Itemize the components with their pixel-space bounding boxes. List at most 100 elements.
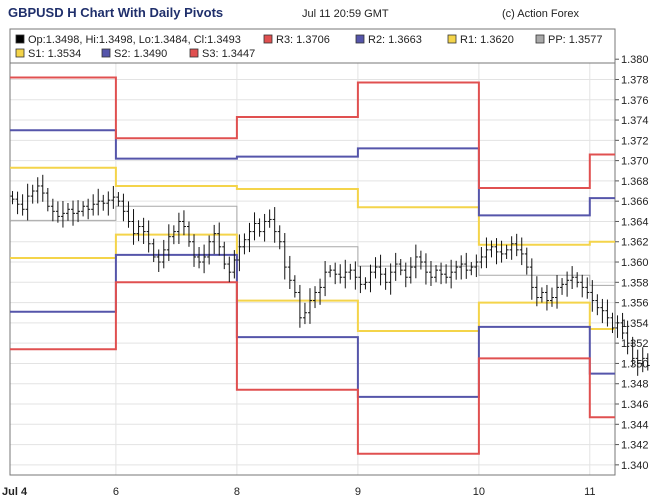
price-bar	[600, 298, 605, 324]
price-bar	[121, 193, 126, 222]
legend-swatch	[447, 34, 457, 44]
price-bar	[444, 264, 449, 284]
price-bar	[247, 222, 252, 253]
price-bar	[323, 261, 328, 297]
price-bar	[282, 233, 287, 280]
price-bar	[489, 240, 494, 258]
price-bar	[186, 221, 191, 247]
price-bar	[257, 218, 262, 237]
legend-swatch	[189, 48, 199, 58]
price-bar	[408, 257, 413, 284]
pivot-line-s1	[10, 233, 615, 332]
price-bar	[353, 261, 358, 290]
price-bar	[171, 225, 176, 245]
price-bar	[30, 184, 35, 204]
price-bar	[469, 262, 474, 276]
legend-label: S2: 1.3490	[114, 48, 167, 60]
price-bar	[217, 222, 222, 256]
price-bar	[428, 261, 433, 286]
price-bar	[403, 262, 408, 288]
y-tick-label: 1.346	[621, 399, 649, 411]
price-bar	[126, 201, 131, 228]
price-bar	[202, 244, 207, 274]
pivot-line-r1	[10, 166, 615, 246]
x-tick-label: 10	[473, 486, 485, 498]
legend-item-s3: S3: 1.3447	[189, 48, 255, 60]
price-bar	[363, 277, 368, 290]
price-bar	[106, 191, 111, 216]
y-tick-label: 1.352	[621, 338, 649, 350]
price-bar	[620, 312, 625, 340]
price-bar	[25, 183, 30, 221]
y-tick-label: 1.358	[621, 277, 649, 289]
legend: Op:1.3498, Hi:1.3498, Lo:1.3484, Cl:1.34…	[9, 28, 616, 64]
x-tick-label: 6	[113, 486, 119, 498]
y-tick-label: 1.354	[621, 318, 649, 330]
price-bar	[333, 262, 338, 285]
y-tick-label: 1.376	[621, 95, 649, 107]
price-bar	[348, 263, 353, 280]
y-tick-label: 1.370	[621, 156, 649, 168]
price-bar	[136, 220, 141, 242]
price-bar	[343, 259, 348, 289]
price-bar	[222, 241, 227, 270]
y-tick-label: 1.372	[621, 135, 649, 147]
price-bar	[464, 252, 469, 279]
price-bar	[181, 210, 186, 236]
legend-label: R2: 1.3663	[368, 34, 422, 46]
price-bar	[101, 194, 106, 211]
price-bar	[267, 209, 272, 228]
price-bar	[131, 209, 136, 245]
price-bar	[328, 265, 333, 278]
legend-item-r3: R3: 1.3706	[263, 34, 330, 46]
y-tick-label: 1.340	[621, 460, 649, 472]
price-bar	[76, 200, 81, 223]
price-bar	[20, 194, 25, 216]
x-tick-label: Jul 4	[2, 486, 28, 498]
price-bar	[625, 320, 630, 355]
price-bar	[307, 288, 312, 324]
price-bar	[176, 212, 181, 244]
y-tick-label: 1.362	[621, 237, 649, 249]
price-bar	[529, 258, 534, 300]
legend-label: R3: 1.3706	[276, 34, 330, 46]
legend-swatch	[263, 34, 273, 44]
legend-label: R1: 1.3620	[460, 34, 514, 46]
price-bar	[585, 277, 590, 299]
price-bar	[434, 265, 439, 283]
price-bar	[413, 244, 418, 279]
legend-item-ohlc: Op:1.3498, Hi:1.3498, Lo:1.3484, Cl:1.34…	[15, 34, 241, 46]
price-bar	[449, 259, 454, 289]
price-bar	[338, 264, 343, 284]
y-tick-label: 1.342	[621, 440, 649, 452]
price-bar	[146, 220, 151, 253]
price-bar	[479, 247, 484, 269]
y-tick-label: 1.374	[621, 115, 649, 127]
price-bar	[237, 234, 242, 272]
price-bar	[86, 198, 91, 220]
price-bar	[277, 225, 282, 250]
legend-label: PP: 1.3577	[548, 34, 602, 46]
legend-label: S1: 1.3534	[28, 48, 81, 60]
price-bar	[161, 239, 166, 269]
x-tick-label: 8	[234, 486, 240, 498]
price-bar	[398, 258, 403, 276]
price-bar	[65, 203, 70, 221]
price-bar	[504, 244, 509, 259]
price-bar	[141, 217, 146, 244]
price-bar	[156, 249, 161, 272]
price-bar	[534, 276, 539, 307]
y-tick-label: 1.368	[621, 176, 649, 188]
chart-timestamp: Jul 11 20:59 GMT	[302, 8, 389, 20]
y-tick-label: 1.380	[621, 54, 649, 66]
price-bar	[368, 264, 373, 293]
pivot-line-r3	[10, 76, 615, 189]
price-bar	[252, 212, 257, 241]
price-bar	[580, 274, 585, 298]
price-bar	[615, 315, 620, 338]
legend-label: S3: 1.3447	[202, 48, 255, 60]
price-bar	[640, 347, 645, 373]
price-bar	[358, 266, 363, 294]
pivot-line-s3	[10, 281, 615, 455]
